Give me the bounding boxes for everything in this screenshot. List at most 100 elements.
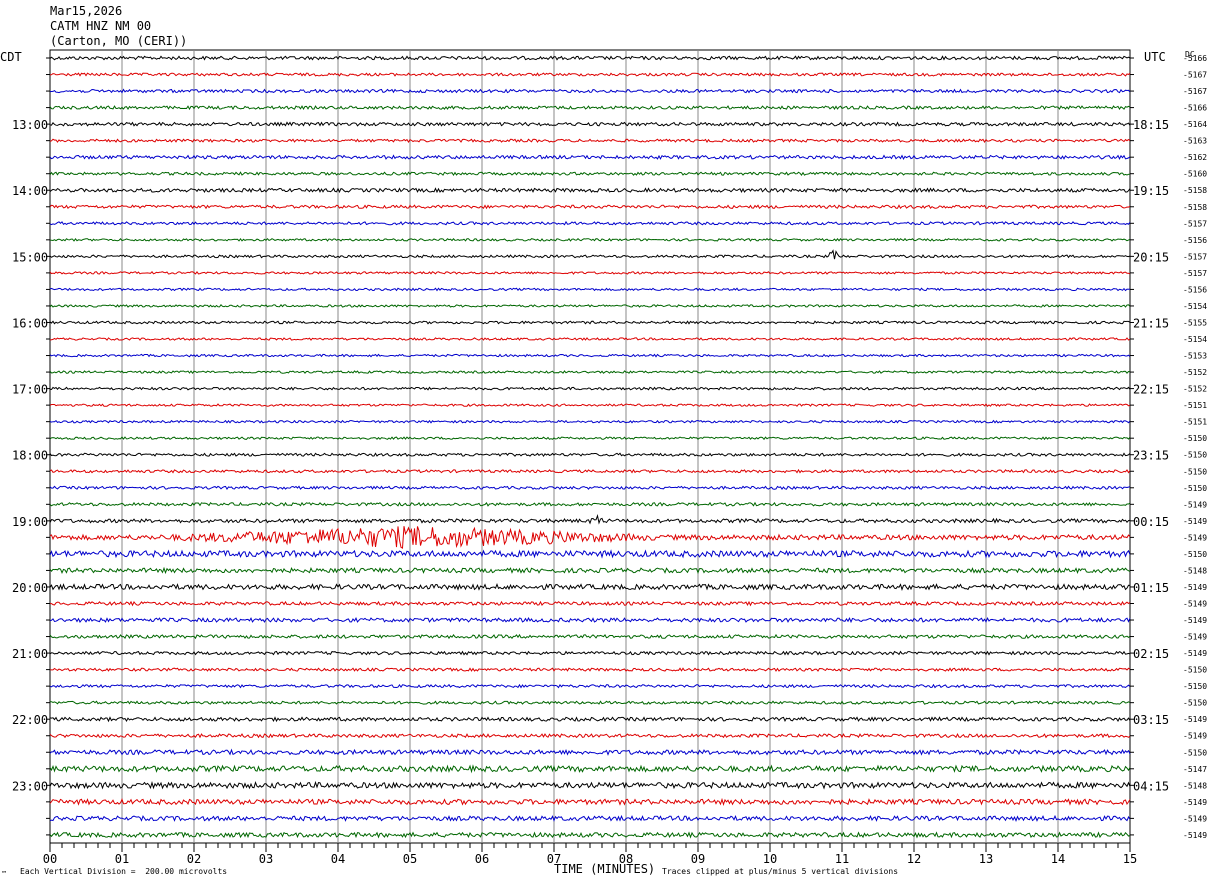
trace-row-17 xyxy=(49,337,1131,341)
trace-row-8 xyxy=(49,187,1131,194)
x-tick-label: 06 xyxy=(475,852,489,866)
right-hour-label: 19:15 xyxy=(1133,184,1169,198)
left-hour-label: 13:00 xyxy=(12,118,48,132)
trace-row-3 xyxy=(49,105,1131,111)
dc-offset-label: -5148 xyxy=(1183,781,1207,790)
dc-offset-label: -5150 xyxy=(1183,484,1207,493)
trace-row-40 xyxy=(49,716,1131,723)
dc-offset-label: -5157 xyxy=(1183,219,1207,228)
trace-row-15 xyxy=(49,304,1131,308)
location-label: (Carton, MO (CERI)) xyxy=(50,34,188,48)
dc-offset-label: -5150 xyxy=(1183,666,1207,675)
trace-row-32 xyxy=(49,583,1131,591)
dc-offset-label: -5150 xyxy=(1183,699,1207,708)
trace-row-18 xyxy=(49,353,1131,358)
dc-offset-label: -5163 xyxy=(1183,137,1207,146)
dc-offset-label: -5164 xyxy=(1183,120,1207,129)
dc-offset-label: -5150 xyxy=(1183,434,1207,443)
left-zone-label: CDT xyxy=(0,50,22,64)
dc-offset-label: -5148 xyxy=(1183,566,1207,575)
left-hour-label: 16:00 xyxy=(12,316,48,330)
x-tick-label: 05 xyxy=(403,852,417,866)
dc-offset-label: -5149 xyxy=(1183,633,1207,642)
left-hour-label: 18:00 xyxy=(12,449,48,463)
dc-offset-label: -5149 xyxy=(1183,798,1207,807)
right-hour-label: 20:15 xyxy=(1133,250,1169,264)
clip-note: Traces clipped at plus/minus 5 vertical … xyxy=(662,867,899,876)
date-label: Mar15,2026 xyxy=(50,4,123,18)
right-hour-label: 00:15 xyxy=(1133,515,1169,529)
dc-offset-label: -5149 xyxy=(1183,732,1207,741)
left-hour-label: 17:00 xyxy=(12,383,48,397)
trace-row-34 xyxy=(49,616,1131,624)
right-hour-label: 18:15 xyxy=(1133,118,1169,132)
trace-row-14 xyxy=(49,287,1131,292)
left-hour-label: 20:00 xyxy=(12,581,48,595)
right-hour-label: 23:15 xyxy=(1133,449,1169,463)
trace-row-37 xyxy=(49,667,1131,672)
trace-row-9 xyxy=(49,204,1131,210)
left-hour-label: 14:00 xyxy=(12,184,48,198)
left-hour-label: 15:00 xyxy=(12,250,48,264)
trace-row-29 xyxy=(49,526,1131,549)
trace-row-35 xyxy=(49,633,1131,640)
dc-offset-label: -5151 xyxy=(1183,401,1207,410)
dc-offset-label: -5151 xyxy=(1183,418,1207,427)
trace-row-41 xyxy=(49,732,1131,739)
trace-row-27 xyxy=(49,501,1131,507)
dc-offset-label: -5154 xyxy=(1183,302,1207,311)
x-tick-label: 02 xyxy=(187,852,201,866)
scale-note: Each Vertical Division = 200.00 microvol… xyxy=(20,867,228,876)
trace-row-11 xyxy=(49,237,1131,242)
x-tick-label: 00 xyxy=(43,852,57,866)
right-hour-label: 04:15 xyxy=(1133,779,1169,793)
left-hour-label: 21:00 xyxy=(12,647,48,661)
dc-offset-label: -5149 xyxy=(1183,533,1207,542)
dc-offset-label: -5150 xyxy=(1183,748,1207,757)
dc-offset-label: -5147 xyxy=(1183,765,1207,774)
trace-row-22 xyxy=(49,419,1131,424)
dc-offset-label: -5149 xyxy=(1183,649,1207,658)
dc-offset-label: -5157 xyxy=(1183,269,1207,278)
corner-mark: ™ xyxy=(2,870,7,878)
x-tick-label: 13 xyxy=(979,852,993,866)
trace-row-39 xyxy=(50,700,1131,705)
trace-row-16 xyxy=(49,320,1131,325)
dc-offset-label: -5158 xyxy=(1183,186,1207,195)
dc-offset-label: -5149 xyxy=(1183,599,1207,608)
dc-offset-label: -5150 xyxy=(1183,682,1207,691)
right-hour-label: 21:15 xyxy=(1133,316,1169,330)
trace-row-25 xyxy=(49,468,1131,474)
dc-offset-label: -5150 xyxy=(1183,550,1207,559)
dc-offset-label: -5155 xyxy=(1183,318,1207,327)
x-tick-label: 01 xyxy=(115,852,129,866)
dc-offset-label: -5149 xyxy=(1183,715,1207,724)
trace-row-26 xyxy=(49,485,1131,491)
dc-offset-label: -5149 xyxy=(1183,831,1207,840)
trace-row-47 xyxy=(49,831,1131,839)
trace-row-45 xyxy=(49,797,1131,807)
plot-frame xyxy=(49,49,1131,844)
trace-row-21 xyxy=(49,403,1131,407)
x-tick-label: 12 xyxy=(907,852,921,866)
dc-offset-label: -5152 xyxy=(1183,385,1207,394)
trace-row-2 xyxy=(49,88,1131,94)
trace-row-38 xyxy=(49,683,1131,689)
trace-row-30 xyxy=(49,549,1131,559)
right-hour-label: 01:15 xyxy=(1133,581,1169,595)
trace-row-12 xyxy=(49,249,1131,260)
trace-row-31 xyxy=(49,566,1131,575)
right-hour-label: 22:15 xyxy=(1133,383,1169,397)
dc-offset-label: -5167 xyxy=(1183,71,1207,80)
left-hour-label: 23:00 xyxy=(12,779,48,793)
trace-row-23 xyxy=(49,436,1131,441)
dc-offset-label: -5158 xyxy=(1183,203,1207,212)
trace-row-10 xyxy=(49,220,1131,226)
right-zone-label: UTC xyxy=(1144,50,1166,64)
x-tick-label: 15 xyxy=(1123,852,1137,866)
x-axis-title: TIME (MINUTES) xyxy=(554,862,656,876)
station-label: CATM HNZ NM 00 xyxy=(50,19,152,33)
dc-offset-label: -5150 xyxy=(1183,451,1207,460)
x-tick-label: 11 xyxy=(835,852,849,866)
